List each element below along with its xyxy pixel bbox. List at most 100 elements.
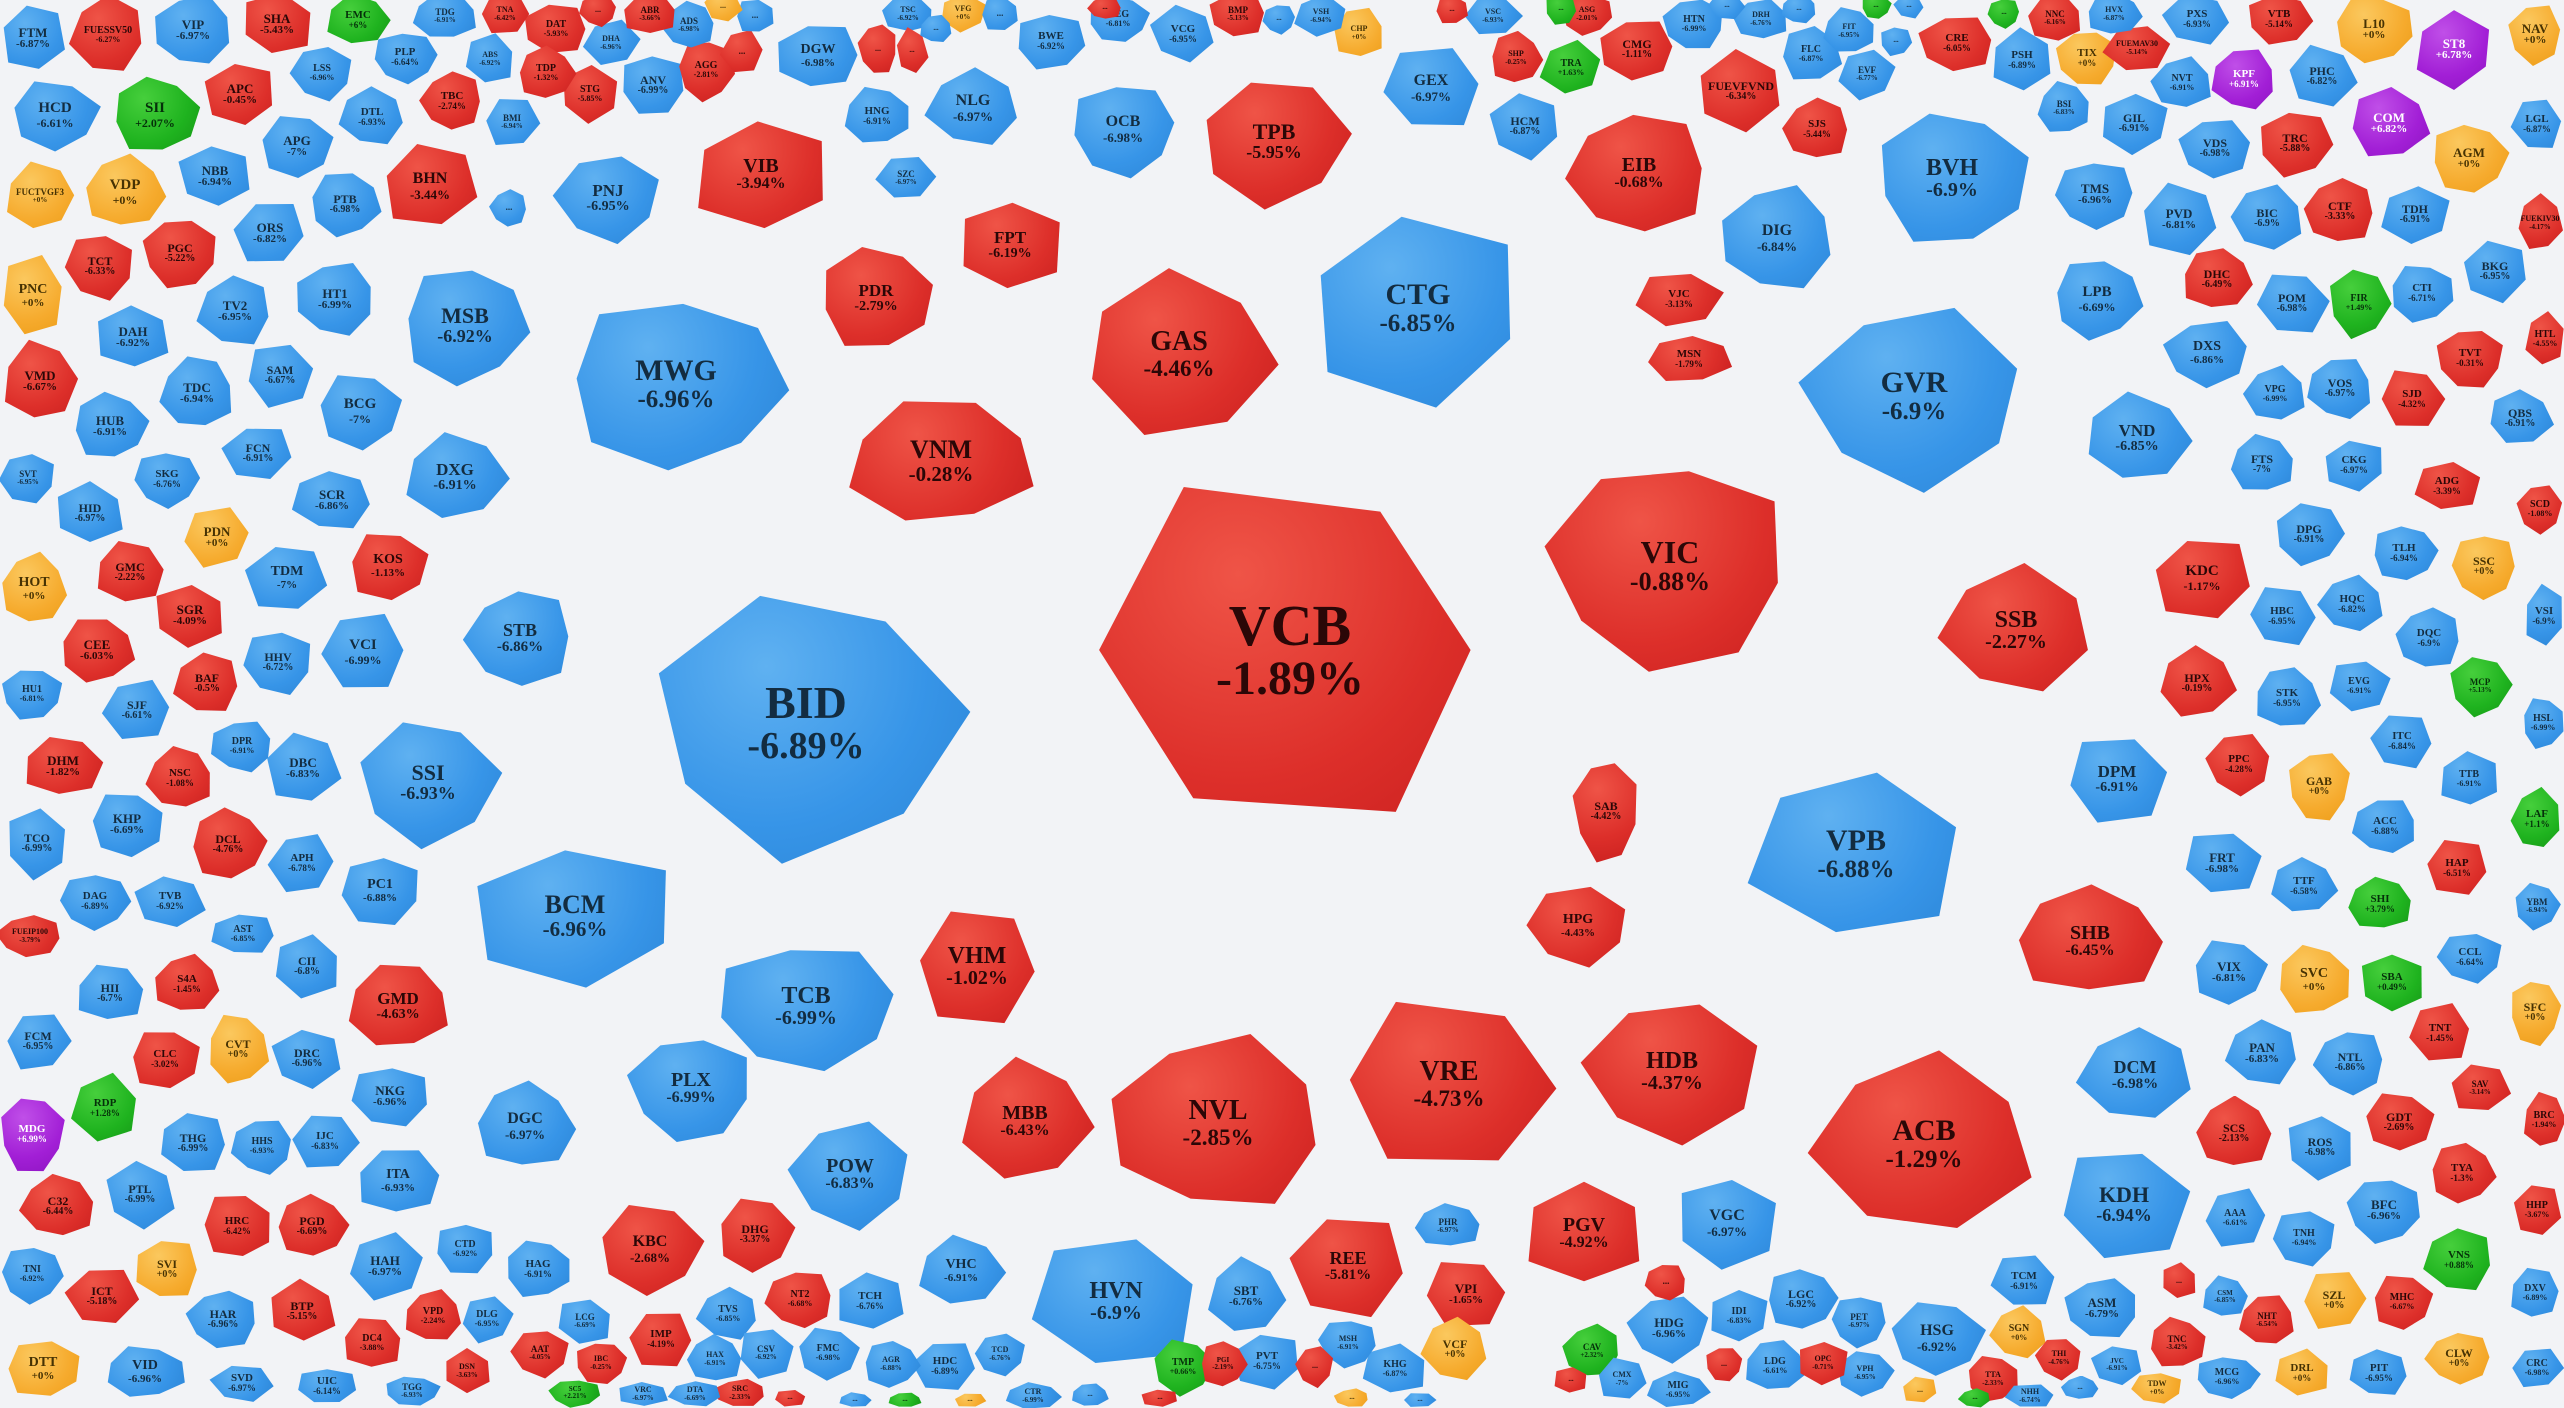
stock-cell-FUESSV50[interactable]: FUESSV50 -6.27% xyxy=(68,0,142,71)
stock-cell-VIB[interactable]: VIB -3.94% xyxy=(698,121,823,229)
stock-cell-MDG[interactable]: MDG +6.99% xyxy=(1,1098,65,1172)
stock-cell-SHI[interactable]: SHI +3.79% xyxy=(2348,876,2411,928)
stock-cell-KBC[interactable]: KBC -2.68% xyxy=(602,1205,705,1296)
stock-cell-more[interactable]: ... xyxy=(1706,1348,1743,1382)
stock-cell-NVL[interactable]: NVL -2.85% xyxy=(1111,1034,1316,1204)
stock-cell-SHB[interactable]: SHB -6.45% xyxy=(2018,884,2163,990)
stock-cell-VDP[interactable]: VDP +0% xyxy=(86,153,167,225)
stock-cell-SRC[interactable]: SRC -2.33% xyxy=(713,1378,764,1406)
stock-cell-TTB[interactable]: TTB -6.91% xyxy=(2441,751,2497,805)
stock-cell-ROS[interactable]: ROS -6.98% xyxy=(2288,1116,2351,1181)
stock-cell-FUCTVGF3[interactable]: FUCTVGF3 +0% xyxy=(7,161,75,229)
stock-cell-FRT[interactable]: FRT -6.98% xyxy=(2185,833,2262,893)
stock-cell-DPM[interactable]: DPM -6.91% xyxy=(2070,739,2168,823)
stock-cell-MSN[interactable]: MSN -1.79% xyxy=(1648,336,1733,381)
stock-cell-CVT[interactable]: CVT +0% xyxy=(210,1014,270,1084)
stock-cell-DGC[interactable]: DGC -6.97% xyxy=(477,1080,577,1165)
stock-cell-PLX[interactable]: PLX -6.99% xyxy=(626,1040,747,1143)
stock-cell-HII[interactable]: HII -6.7% xyxy=(78,964,144,1020)
stock-cell-DHC[interactable]: DHC -6.49% xyxy=(2185,248,2253,307)
stock-cell-HCM[interactable]: HCM -6.87% xyxy=(1489,93,1558,161)
stock-cell-FTM[interactable]: FTM -6.87% xyxy=(3,5,65,69)
stock-cell-PHR[interactable]: PHR -6.97% xyxy=(1414,1203,1480,1246)
stock-cell-CKG[interactable]: CKG -6.97% xyxy=(2325,440,2382,492)
stock-cell-FMC[interactable]: FMC -6.98% xyxy=(799,1327,860,1381)
stock-cell-HBC[interactable]: HBC -6.95% xyxy=(2250,587,2316,646)
stock-cell-more[interactable]: ... xyxy=(704,0,743,22)
stock-cell-TCD[interactable]: TCD -6.76% xyxy=(974,1333,1025,1377)
stock-cell-DQC[interactable]: DQC -6.9% xyxy=(2395,607,2459,667)
stock-cell-COM[interactable]: COM +6.82% xyxy=(2352,86,2431,157)
stock-cell-CTI[interactable]: CTI -6.71% xyxy=(2392,265,2454,323)
stock-cell-CRE[interactable]: CRE -6.05% xyxy=(1918,17,1992,72)
stock-cell-ITC[interactable]: ITC -6.84% xyxy=(2370,715,2432,769)
stock-cell-DGW[interactable]: DGW -6.98% xyxy=(778,26,858,87)
stock-cell-ADG[interactable]: ADG -3.39% xyxy=(2414,461,2481,510)
stock-cell-TCT[interactable]: TCT -6.33% xyxy=(64,236,132,301)
stock-cell-ACC[interactable]: ACC -6.88% xyxy=(2351,800,2414,853)
stock-cell-STK[interactable]: STK -6.95% xyxy=(2257,667,2322,726)
stock-cell-CII[interactable]: CII -6.8% xyxy=(275,934,337,999)
stock-cell-FIR[interactable]: FIR +1.49% xyxy=(2330,269,2392,340)
stock-cell-QBS[interactable]: QBS -6.91% xyxy=(2490,389,2555,443)
stock-cell-BAF[interactable]: BAF -0.5% xyxy=(173,652,238,711)
stock-cell-VSI[interactable]: VSI -6.9% xyxy=(2526,583,2562,646)
stock-cell-SVI[interactable]: SVI +0% xyxy=(136,1241,197,1297)
stock-cell-SJS[interactable]: SJS -5.44% xyxy=(1782,97,1848,158)
stock-cell-TRA[interactable]: TRA +1.63% xyxy=(1539,39,1601,94)
stock-cell-HOT[interactable]: HOT +0% xyxy=(2,551,68,622)
stock-cell-DTL[interactable]: DTL -6.93% xyxy=(338,86,403,145)
stock-cell-HQC[interactable]: HQC -6.82% xyxy=(2317,574,2383,632)
stock-cell-L10[interactable]: L10 +0% xyxy=(2337,0,2413,64)
stock-cell-GMC[interactable]: GMC -2.22% xyxy=(97,541,164,602)
stock-cell-CSM[interactable]: CSM -6.85% xyxy=(2203,1275,2248,1316)
stock-cell-VHM[interactable]: VHM -1.02% xyxy=(920,911,1035,1024)
stock-cell-VOS[interactable]: VOS -6.97% xyxy=(2307,359,2371,420)
stock-cell-VCG[interactable]: VCG -6.95% xyxy=(1149,4,1214,63)
stock-cell-GAS[interactable]: GAS -4.46% xyxy=(1092,268,1279,436)
stock-cell-TDM[interactable]: TDM -7% xyxy=(244,546,328,609)
stock-cell-KHP[interactable]: KHP -6.69% xyxy=(92,794,163,858)
stock-cell-PXS[interactable]: PXS -6.93% xyxy=(2161,0,2230,45)
stock-cell-BWE[interactable]: BWE -6.92% xyxy=(1018,14,1086,70)
stock-cell-APG[interactable]: APG -7% xyxy=(262,116,334,178)
stock-cell-ANV[interactable]: ANV -6.99% xyxy=(623,56,684,114)
stock-cell-PAN[interactable]: PAN -6.83% xyxy=(2224,1019,2296,1085)
stock-cell-SBT[interactable]: SBT -6.76% xyxy=(1208,1256,1287,1331)
stock-cell-more[interactable]: ... xyxy=(1072,1383,1109,1406)
stock-cell-AAT[interactable]: AAT -4.05% xyxy=(510,1331,569,1379)
stock-cell-LSS[interactable]: LSS -6.96% xyxy=(289,47,352,102)
stock-cell-VIP[interactable]: VIP -6.97% xyxy=(155,0,230,64)
stock-cell-DAH[interactable]: DAH -6.92% xyxy=(98,305,169,367)
stock-cell-more[interactable]: ... xyxy=(954,1393,987,1407)
stock-cell-FCM[interactable]: FCM -6.95% xyxy=(7,1014,72,1070)
stock-cell-DAG[interactable]: DAG -6.89% xyxy=(59,875,132,931)
stock-cell-ASM[interactable]: ASM -6.79% xyxy=(2064,1278,2136,1338)
stock-cell-LCG[interactable]: LCG -6.69% xyxy=(558,1299,610,1344)
stock-cell-DPG[interactable]: DPG -6.91% xyxy=(2276,503,2346,567)
stock-cell-PET[interactable]: PET -6.97% xyxy=(1831,1297,1886,1349)
stock-cell-HT1[interactable]: HT1 -6.99% xyxy=(297,263,371,336)
stock-cell-TVB[interactable]: TVB -6.92% xyxy=(134,876,206,928)
stock-cell-JVC[interactable]: JVC -6.91% xyxy=(2090,1346,2142,1386)
stock-cell-DHG[interactable]: DHG -3.37% xyxy=(721,1198,796,1273)
stock-cell-BMI[interactable]: BMI -6.94% xyxy=(486,99,541,146)
stock-cell-HHP[interactable]: HHP -3.67% xyxy=(2513,1185,2562,1235)
stock-cell-SVD[interactable]: SVD -6.97% xyxy=(209,1365,274,1402)
stock-cell-SZC[interactable]: SZC -6.97% xyxy=(875,156,937,198)
stock-cell-PNJ[interactable]: PNJ -6.95% xyxy=(552,156,659,245)
stock-cell-ST8[interactable]: ST8 +6.78% xyxy=(2416,10,2490,90)
stock-cell-VID[interactable]: VID -6.96% xyxy=(107,1346,185,1397)
stock-cell-EVF[interactable]: EVF -6.77% xyxy=(1838,49,1896,101)
stock-cell-GMD[interactable]: GMD -4.63% xyxy=(348,964,448,1046)
stock-cell-CSV[interactable]: CSV -6.92% xyxy=(740,1329,794,1379)
stock-cell-TTF[interactable]: TTF -6.58% xyxy=(2271,856,2339,912)
stock-cell-BSI[interactable]: BSI -6.83% xyxy=(2037,81,2089,132)
stock-cell-TYA[interactable]: TYA -1.3% xyxy=(2432,1142,2497,1204)
stock-cell-PGD[interactable]: PGD -6.69% xyxy=(278,1193,350,1256)
stock-cell-HNG[interactable]: HNG -6.91% xyxy=(844,86,909,143)
stock-cell-LGL[interactable]: LGL -6.87% xyxy=(2510,99,2562,148)
stock-cell-HAG[interactable]: HAG -6.91% xyxy=(508,1240,570,1298)
stock-cell-SKG[interactable]: SKG -6.76% xyxy=(134,453,201,509)
stock-cell-ORS[interactable]: ORS -6.82% xyxy=(233,203,304,262)
